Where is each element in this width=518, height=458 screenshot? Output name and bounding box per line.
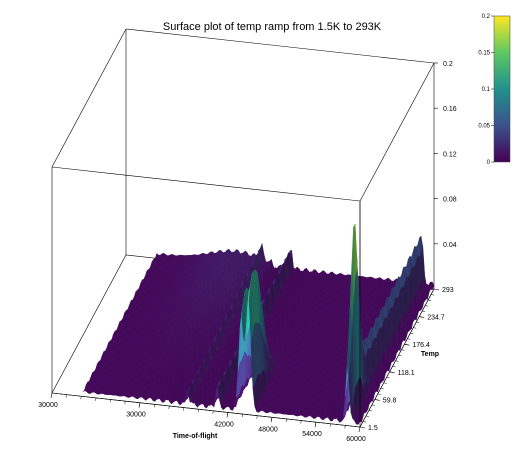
chart-title: Surface plot of temp ramp from 1.5K to 2… xyxy=(163,21,382,33)
box-edge xyxy=(51,166,361,202)
surface-mesh xyxy=(82,223,435,425)
box-edge xyxy=(125,28,435,64)
box-edge xyxy=(359,62,435,202)
box-edge xyxy=(51,28,127,168)
